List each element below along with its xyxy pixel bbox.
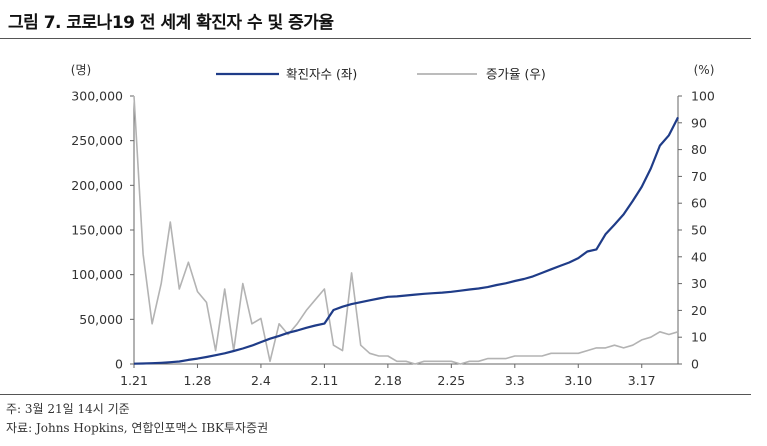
chart-svg: 0 50,000 100,000 150,000 200,000 250,000 300,0… — [71, 63, 715, 389]
title-rule — [0, 38, 751, 39]
chart-title: 그림 7. 코로나19 전 세계 확진자 수 및 증가율 — [8, 13, 334, 33]
axes-group: 0 50,000 100,000 150,000 200,000 250,000 300,0… — [71, 89, 715, 389]
y-right-tick-label: 80 — [691, 142, 707, 157]
y-right-tick-label: 0 — [691, 357, 699, 372]
x-tick-label: 3.10 — [564, 373, 592, 388]
x-tick-label: 2.4 — [251, 373, 271, 388]
legend-item-cases-label: 확진자수 (좌) — [286, 67, 357, 82]
y-left-tick-label: 150,000 — [71, 223, 123, 238]
y-right-tick-label: 60 — [691, 196, 707, 211]
bottom-rule — [0, 394, 751, 395]
y-left-tick-label: 50,000 — [79, 312, 123, 327]
y-right-tick-label: 70 — [691, 169, 707, 184]
y-left-tick-label: 300,000 — [71, 89, 123, 104]
series-line-growth — [133, 95, 679, 365]
x-tick-label: 2.11 — [310, 373, 338, 388]
x-tick-label: 3.17 — [628, 373, 656, 388]
x-tick-label: 1.21 — [120, 373, 148, 388]
legend-item-growth-label: 증가율 (우) — [486, 67, 546, 82]
y-left-unit: (명) — [71, 63, 91, 77]
footnote: 주: 3월 21일 14시 기준 — [6, 402, 130, 416]
source-note: 자료: Johns Hopkins, 연합인포맥스 IBK투자증권 — [6, 421, 269, 435]
y-right-tick-label: 20 — [691, 303, 707, 318]
series-line-cases — [133, 116, 679, 365]
y-right-tick-label: 10 — [691, 330, 707, 345]
y-right-tick-label: 100 — [691, 89, 715, 104]
y-right-tick-label: 40 — [691, 249, 707, 264]
y-left-tick-label: 100,000 — [71, 267, 123, 282]
x-tick-label: 3.3 — [505, 373, 525, 388]
series-layer — [133, 95, 679, 365]
y-right-tick-label: 50 — [691, 223, 707, 238]
legend: 확진자수 (좌) 증가율 (우) — [216, 67, 546, 82]
x-tick-label: 1.28 — [184, 373, 212, 388]
y-left-tick-label: 200,000 — [71, 178, 123, 193]
y-right-tick-label: 30 — [691, 276, 707, 291]
x-tick-label: 2.25 — [437, 373, 465, 388]
y-left-tick-label: 0 — [115, 357, 123, 372]
y-right-unit: (%) — [694, 63, 715, 77]
x-tick-label: 2.18 — [374, 373, 402, 388]
y-right-tick-label: 90 — [691, 115, 707, 130]
y-left-tick-label: 250,000 — [71, 133, 123, 148]
